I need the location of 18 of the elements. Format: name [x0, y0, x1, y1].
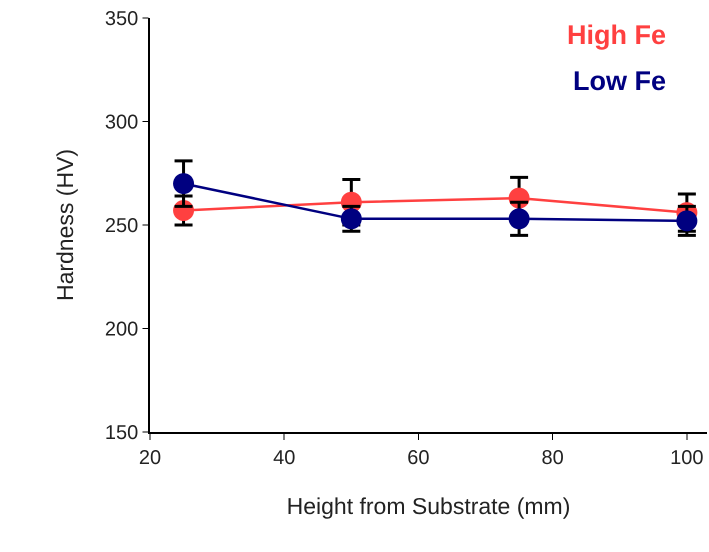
y-tick-label: 350 [104, 8, 138, 30]
y-tick-label: 300 [104, 112, 138, 134]
point [508, 208, 530, 230]
y-tick-label: 150 [104, 422, 138, 444]
x-axis-title: Height from Substrate (mm) [286, 492, 570, 519]
point [173, 173, 194, 194]
x-tick-label: 100 [670, 446, 704, 469]
x-tick-label: 60 [407, 446, 430, 469]
text: High Fe [567, 20, 666, 50]
x-tick-label: 20 [138, 446, 162, 469]
text: Low Fe [573, 66, 666, 96]
y-tick-label: 200 [104, 318, 138, 340]
y-axis-title: Hardness (HV) [52, 148, 78, 302]
point [676, 210, 698, 232]
x-tick-label: 80 [542, 446, 564, 469]
y-tick-label: 250 [104, 215, 138, 237]
point [340, 208, 362, 230]
x-tick-label: 40 [273, 446, 296, 469]
